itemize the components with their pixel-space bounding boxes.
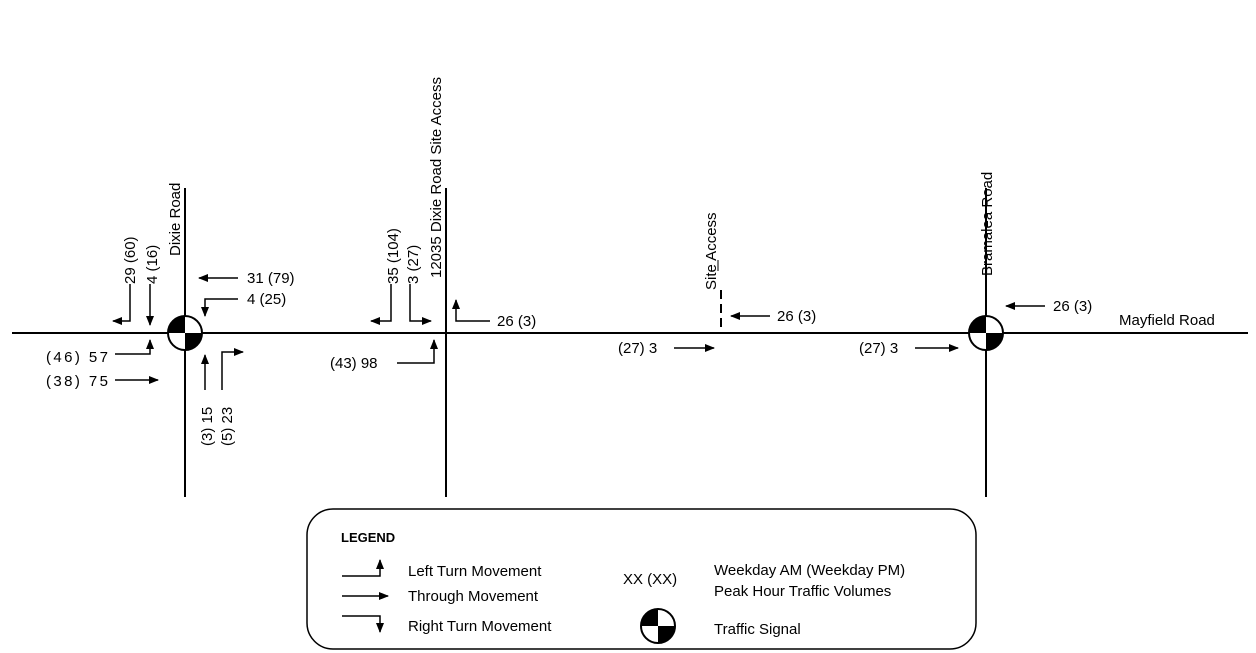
sa2-eb-volume: (27) 3 [618,340,657,357]
legend-right-turn-icon [342,615,384,633]
legend-box [306,508,977,650]
dixie-nb-right-volume: (5) 23 [219,407,236,446]
dixie-sb-left-arrow [112,284,131,325]
site-access-label: Site Access [703,212,720,290]
legend-title: LEGEND [341,530,395,545]
bramalea-traffic-signal-icon [968,315,1004,351]
sa1-wb-right-arrow [452,299,490,322]
legend-volumes-line1: Weekday AM (Weekday PM) [714,562,905,579]
sa1-sb-left-arrow [409,284,432,325]
legend-right-turn-label: Right Turn Movement [408,618,552,635]
dixie-road-label: Dixie Road [167,183,184,256]
legend-through-label: Through Movement [408,588,539,605]
sa1-sb-left-volume: 3 (27) [405,245,422,284]
sa2-wb-volume: 26 (3) [777,308,816,325]
dixie-wb-left-arrow [201,298,238,317]
sa1-eb-arrow [397,339,438,364]
mayfield-road-label: Mayfield Road [1119,312,1215,329]
legend: LEGEND Left Turn Movement Through Moveme… [306,508,977,650]
legend-volume-format: XX (XX) [623,571,677,588]
legend-left-turn-label: Left Turn Movement [408,563,542,580]
dixie-eb-left-arrow [115,339,154,355]
sa1-eb-volume: (43) 98 [330,355,378,372]
sa1-wb-right-volume: 26 (3) [497,313,536,330]
dixie-traffic-signal-icon [167,315,203,351]
bramalea-road-label: Bramalea Road [979,172,996,276]
dixie-sb-right-volume: 4 (16) [144,245,161,284]
legend-signal-label: Traffic Signal [714,621,801,638]
site-access-12035-label: 12035 Dixie Road Site Access [428,77,445,278]
dixie-nb-right-arrow [221,348,244,390]
bram-wb-volume: 26 (3) [1053,298,1092,315]
dixie-sb-left-volume: 29 (60) [122,236,139,284]
dixie-nb-through-volume: (3) 15 [199,407,216,446]
legend-volumes-line2: Peak Hour Traffic Volumes [714,583,891,600]
bram-eb-volume: (27) 3 [859,340,898,357]
dixie-wb-through-volume: 31 (79) [247,270,295,287]
legend-traffic-signal-icon [640,608,676,644]
sa1-sb-right-arrow [370,284,392,325]
dixie-eb-through-volume: (38) 75 [46,373,108,390]
dixie-wb-left-volume: 4 (25) [247,291,286,308]
dixie-eb-left-volume: (46) 57 [46,349,108,366]
legend-left-turn-icon [342,559,384,577]
sa1-sb-right-volume: 35 (104) [385,228,402,284]
